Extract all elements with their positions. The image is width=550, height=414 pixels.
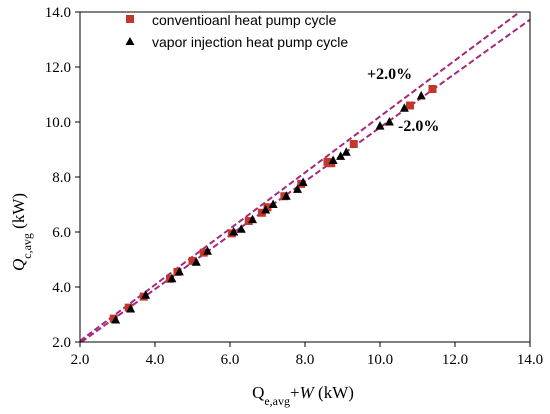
data-point-vapor-injection xyxy=(384,117,394,126)
data-points xyxy=(109,85,437,324)
reference-label-plus: +2.0% xyxy=(367,66,412,83)
legend-marker-vapor-injection xyxy=(125,37,135,45)
tick-labels: 2.0 4.0 6.0 8.0 10.0 12.0 14.0 2.0 4.0 6.0 8.0 10.0… xyxy=(45,5,543,368)
data-point-vapor-injection xyxy=(174,266,184,276)
x-tick-label: 8.0 xyxy=(296,352,315,368)
data-point-vapor-injection xyxy=(341,147,351,156)
data-point-vapor-injection xyxy=(298,177,308,186)
data-point-vapor-injection xyxy=(191,257,201,266)
data-point-vapor-injection xyxy=(111,315,121,324)
data-point-vapor-injection xyxy=(281,191,291,200)
data-point-vapor-injection xyxy=(229,227,239,236)
y-axis-label: Qc,avg (kW) xyxy=(9,193,34,271)
legend-label-conventional: conventioanl heat pump cycle xyxy=(152,12,337,28)
x-tick-label: 4.0 xyxy=(146,352,165,368)
data-point-vapor-injection xyxy=(268,199,278,208)
y-tick-label: 2.0 xyxy=(52,335,71,351)
legend-marker-conventional xyxy=(126,15,134,23)
reference-label-minus: -2.0% xyxy=(398,118,439,135)
data-point-conventional xyxy=(199,248,208,257)
data-point-vapor-injection xyxy=(141,290,151,299)
x-tick-label: 2.0 xyxy=(71,352,90,368)
data-point-vapor-injection xyxy=(328,155,338,164)
reference-line-plus xyxy=(79,11,521,342)
data-point-vapor-injection xyxy=(167,273,177,283)
x-tick-label: 6.0 xyxy=(221,352,240,368)
data-point-vapor-injection xyxy=(293,184,302,193)
reference-lines xyxy=(79,11,531,343)
data-point-vapor-injection xyxy=(416,90,426,100)
data-point-vapor-injection xyxy=(375,121,385,130)
data-point-vapor-injection xyxy=(126,304,136,313)
y-tick-label: 8.0 xyxy=(52,170,71,186)
x-tick-label: 12.0 xyxy=(442,352,468,368)
y-tick-label: 10.0 xyxy=(45,115,71,131)
data-point-vapor-injection xyxy=(248,214,257,224)
data-point-vapor-injection xyxy=(336,151,346,160)
data-point-vapor-injection xyxy=(399,103,409,112)
y-tick-label: 14.0 xyxy=(45,5,71,21)
y-tick-label: 12.0 xyxy=(45,60,71,76)
legend: conventioanl heat pump cycle vapor injec… xyxy=(125,12,348,50)
data-point-conventional xyxy=(263,203,272,212)
data-point-conventional xyxy=(349,140,358,148)
x-tick-label: 14.0 xyxy=(517,352,543,368)
legend-label-vapor-injection: vapor injection heat pump cycle xyxy=(152,34,348,50)
axes xyxy=(75,11,531,347)
y-tick-label: 6.0 xyxy=(52,225,71,241)
data-point-vapor-injection xyxy=(203,246,212,255)
data-point-conventional xyxy=(188,256,197,265)
x-tick-label: 10.0 xyxy=(367,352,393,368)
x-axis-label: Qe,avg+W (kW) xyxy=(252,383,354,408)
data-point-vapor-injection xyxy=(236,224,246,233)
y-tick-label: 4.0 xyxy=(52,280,71,296)
data-point-vapor-injection xyxy=(261,205,271,214)
data-point-conventional xyxy=(428,85,437,93)
plot-frame xyxy=(79,11,531,343)
data-point-conventional xyxy=(244,217,253,225)
reference-line-minus xyxy=(80,18,531,343)
data-point-conventional xyxy=(406,101,414,110)
